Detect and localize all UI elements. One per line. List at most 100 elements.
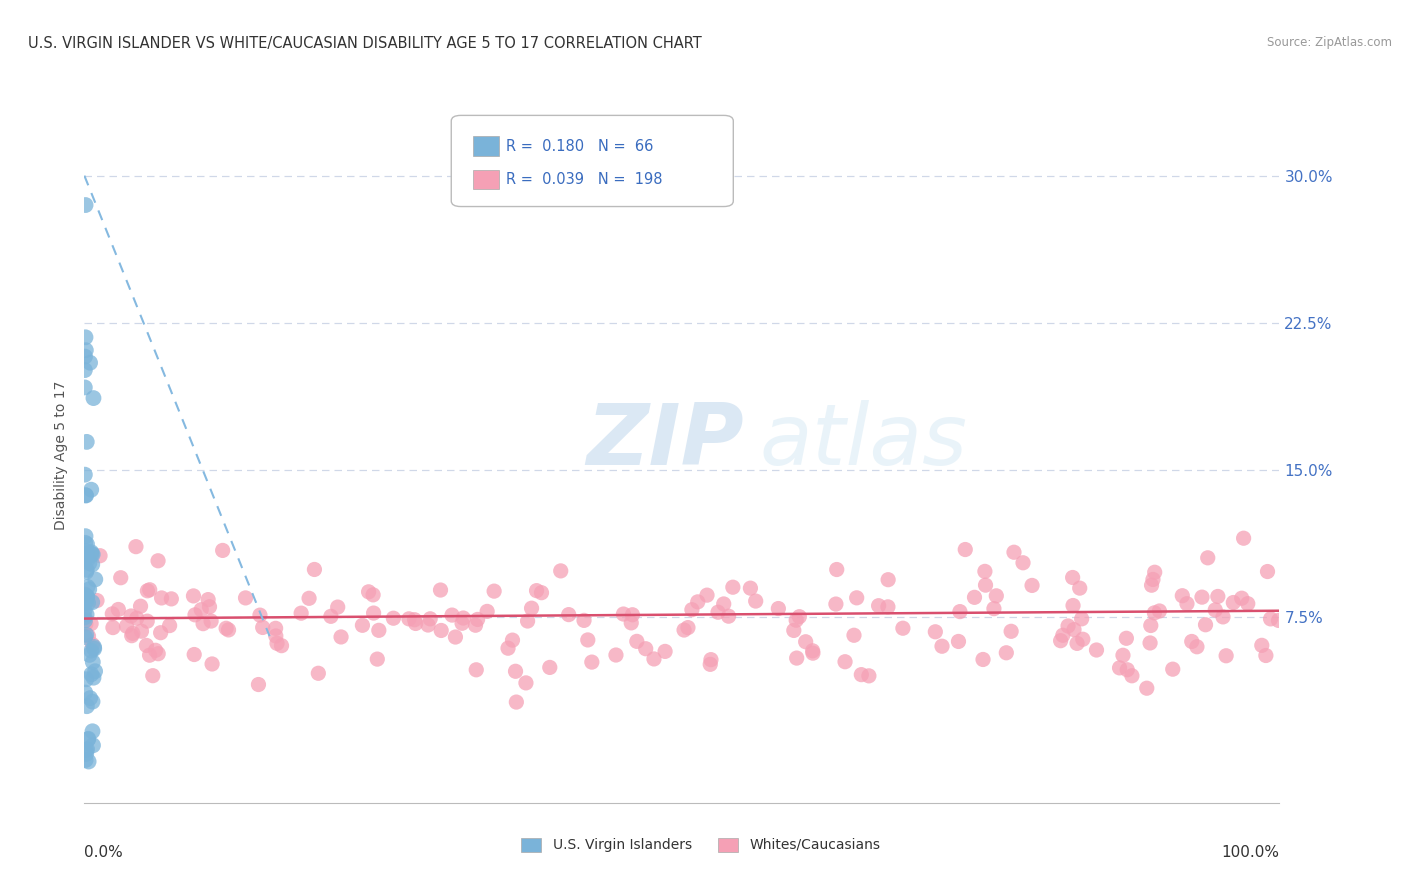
Point — [520, 601, 543, 615]
Point — [73, 380, 96, 394]
Point — [572, 613, 595, 627]
Point — [330, 630, 353, 644]
Point — [80, 483, 103, 497]
Point — [82, 558, 104, 572]
Point — [76, 537, 98, 551]
Point — [73, 363, 96, 377]
Point — [1049, 633, 1071, 648]
Point — [654, 644, 676, 658]
Point — [75, 743, 97, 757]
Point — [159, 618, 181, 632]
Point — [76, 563, 98, 577]
Point — [79, 356, 101, 370]
Point — [75, 488, 97, 502]
Point — [79, 556, 101, 570]
Point — [80, 643, 103, 657]
Point — [451, 616, 474, 631]
Point — [1260, 612, 1282, 626]
Point — [80, 667, 103, 681]
Point — [75, 753, 97, 767]
Point — [82, 595, 104, 609]
Point — [304, 562, 326, 576]
Point — [129, 599, 152, 614]
Point — [77, 552, 100, 566]
Point — [79, 648, 101, 662]
Point — [252, 620, 274, 634]
Point — [83, 671, 105, 685]
FancyBboxPatch shape — [451, 115, 734, 207]
Text: Whites/Caucasians: Whites/Caucasians — [749, 838, 882, 852]
Point — [73, 591, 96, 606]
Point — [160, 591, 183, 606]
Point — [77, 731, 100, 746]
Point — [89, 549, 111, 563]
Point — [190, 603, 212, 617]
Point — [363, 606, 385, 620]
Point — [75, 673, 97, 687]
Point — [505, 695, 527, 709]
Point — [786, 651, 808, 665]
Point — [626, 634, 648, 648]
Point — [249, 608, 271, 623]
Point — [326, 600, 349, 615]
Point — [538, 660, 561, 674]
Point — [73, 550, 96, 565]
Point — [75, 630, 97, 644]
Point — [82, 739, 104, 753]
Point — [75, 628, 97, 642]
Text: 0.0%: 0.0% — [84, 845, 124, 860]
Point — [75, 488, 97, 502]
Point — [1057, 619, 1080, 633]
Point — [634, 641, 657, 656]
Point — [1139, 618, 1161, 632]
Point — [235, 591, 257, 605]
Point — [1062, 599, 1084, 613]
Point — [149, 625, 172, 640]
Point — [367, 624, 389, 638]
Point — [1070, 612, 1092, 626]
Point — [1204, 603, 1226, 617]
Point — [1215, 648, 1237, 663]
Point — [1052, 628, 1074, 642]
Point — [696, 588, 718, 602]
Point — [1143, 606, 1166, 620]
Point — [1066, 636, 1088, 650]
Point — [361, 588, 384, 602]
Point — [183, 589, 205, 603]
Point — [717, 609, 740, 624]
Point — [676, 621, 699, 635]
Point — [1185, 640, 1208, 654]
Point — [82, 391, 104, 405]
Bar — [472, 169, 499, 189]
Point — [1230, 591, 1253, 606]
Point — [1250, 638, 1272, 652]
Point — [307, 666, 329, 681]
Point — [464, 618, 486, 632]
Text: R =  0.180   N =  66: R = 0.180 N = 66 — [506, 138, 654, 153]
Point — [605, 648, 627, 662]
Point — [1212, 610, 1234, 624]
Point — [382, 611, 405, 625]
Point — [83, 640, 105, 654]
Point — [121, 629, 143, 643]
Point — [75, 547, 97, 561]
Point — [110, 571, 132, 585]
Point — [444, 630, 467, 644]
Point — [707, 605, 730, 619]
Bar — [472, 136, 499, 156]
Point — [834, 655, 856, 669]
Point — [1140, 578, 1163, 592]
Point — [496, 641, 519, 656]
Point — [264, 621, 287, 635]
Point — [183, 648, 205, 662]
Point — [76, 699, 98, 714]
Point — [825, 597, 848, 611]
Point — [215, 621, 238, 635]
Point — [138, 582, 160, 597]
Point — [120, 609, 142, 624]
Point — [76, 549, 98, 564]
Point — [1012, 556, 1035, 570]
Text: 100.0%: 100.0% — [1222, 845, 1279, 860]
Point — [211, 543, 233, 558]
Point — [516, 614, 538, 628]
